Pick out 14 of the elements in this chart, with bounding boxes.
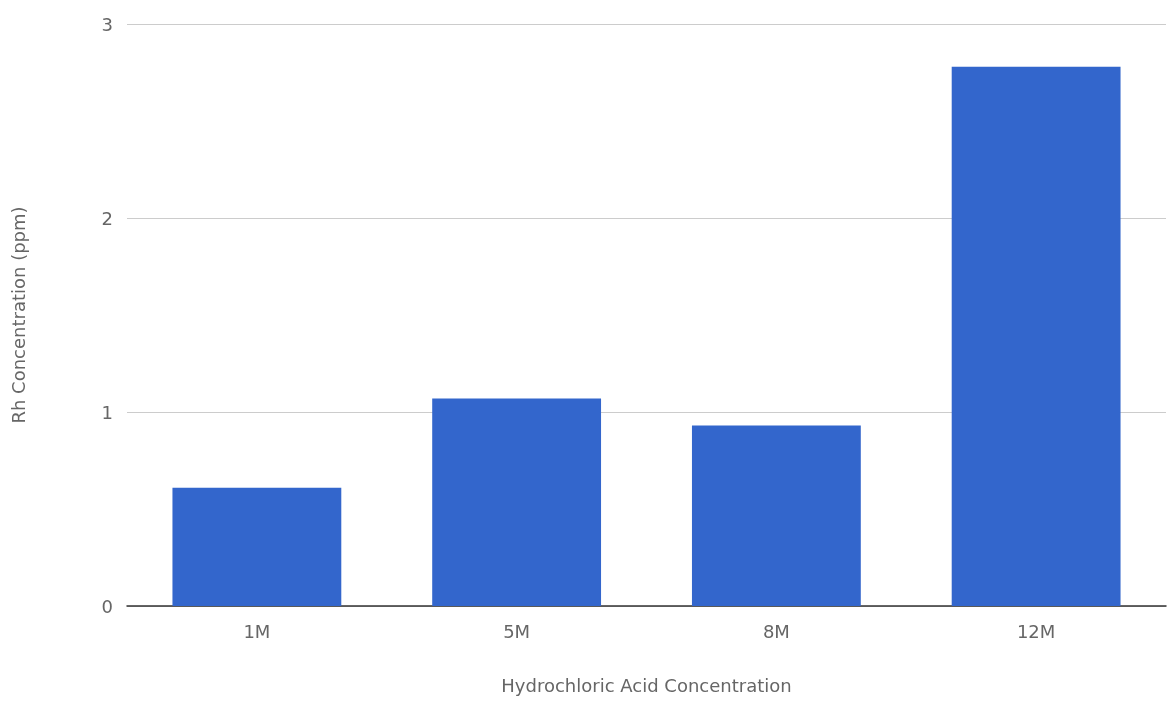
- y-axis-title: Rh Concentration (ppm): [7, 206, 29, 424]
- bar: [951, 66, 1121, 606]
- bar: [691, 425, 861, 606]
- x-tick-label: 5M: [503, 620, 531, 642]
- x-tick-label: 12M: [1016, 620, 1056, 642]
- bar: [432, 398, 602, 606]
- y-tick-label: 1: [101, 401, 113, 423]
- x-tick-label: 8M: [762, 620, 790, 642]
- y-tick-label: 2: [101, 207, 113, 229]
- y-tick-label: 0: [101, 595, 113, 617]
- y-tick-label: 3: [101, 13, 113, 35]
- bar: [172, 487, 342, 606]
- x-tick-label: 1M: [243, 620, 271, 642]
- x-axis-title: Hydrochloric Acid Concentration: [501, 674, 792, 696]
